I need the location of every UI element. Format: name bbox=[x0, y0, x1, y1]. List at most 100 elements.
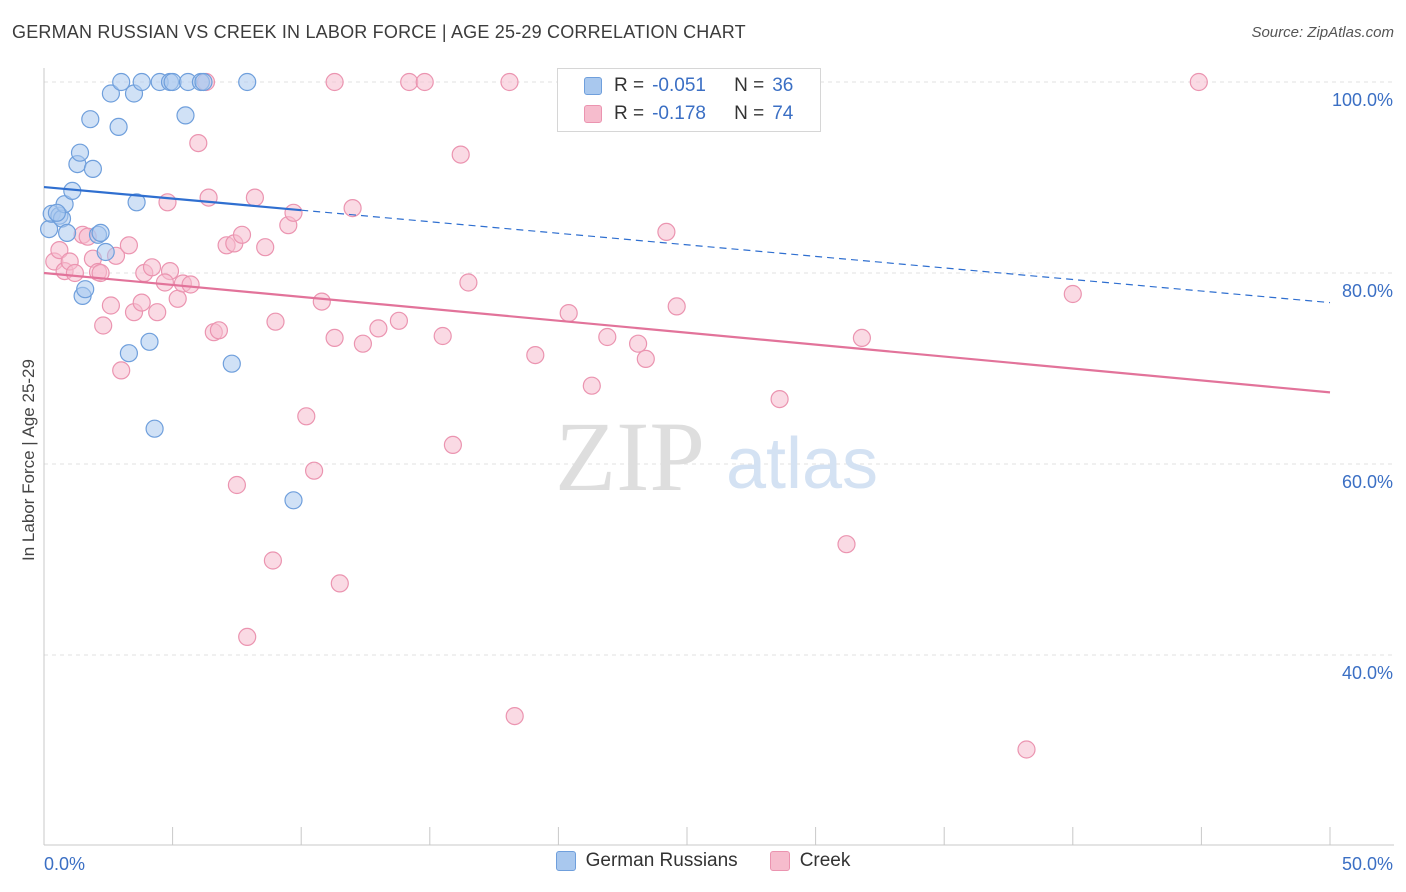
point-german-russians bbox=[176, 106, 195, 125]
correlation-legend: R = -0.051 N = 36 R = -0.178 N = 74 bbox=[557, 68, 821, 132]
point-creek bbox=[389, 311, 408, 330]
point-creek bbox=[598, 327, 617, 347]
point-german-russians bbox=[83, 159, 103, 178]
point-creek bbox=[443, 435, 462, 454]
point-creek bbox=[263, 551, 282, 570]
point-german-russians bbox=[112, 72, 131, 92]
legend-label: German Russians bbox=[585, 850, 738, 871]
x-tick-label: 0.0% bbox=[44, 854, 85, 874]
watermark: ZIP atlas bbox=[555, 401, 878, 512]
point-creek bbox=[158, 193, 177, 212]
point-creek bbox=[500, 72, 519, 92]
trend-line-creek bbox=[43, 271, 1331, 394]
legend-swatch-pink bbox=[769, 851, 790, 871]
y-tick-label: 60.0% bbox=[1342, 472, 1393, 492]
point-creek bbox=[101, 296, 121, 315]
point-creek bbox=[155, 273, 174, 292]
r-value: -0.051 bbox=[652, 75, 706, 96]
tick-labels: 40.0% 60.0% 80.0% 100.0% 0.0% 50.0% bbox=[44, 90, 1393, 874]
point-creek bbox=[189, 134, 208, 153]
point-german-russians bbox=[194, 72, 213, 92]
point-creek bbox=[266, 312, 285, 331]
point-creek bbox=[353, 334, 372, 353]
point-creek bbox=[628, 334, 648, 353]
point-creek bbox=[505, 706, 524, 726]
gridlines bbox=[44, 81, 1394, 656]
point-creek bbox=[238, 627, 257, 647]
point-german-russians bbox=[140, 332, 159, 351]
trend-line-german-russians bbox=[43, 185, 302, 212]
point-german-russians bbox=[109, 117, 128, 137]
point-creek bbox=[657, 222, 676, 241]
data-points bbox=[39, 72, 1208, 759]
point-creek bbox=[94, 316, 113, 335]
point-creek bbox=[297, 407, 316, 426]
legend-label: Creek bbox=[799, 850, 851, 871]
n-value: 74 bbox=[772, 103, 794, 124]
point-german-russians bbox=[119, 344, 138, 363]
point-german-russians bbox=[163, 72, 182, 92]
trend-lines bbox=[43, 185, 1331, 394]
axes bbox=[43, 68, 1394, 846]
point-creek bbox=[181, 275, 200, 294]
point-creek bbox=[209, 321, 228, 340]
legend-swatch-blue bbox=[555, 851, 576, 871]
point-creek bbox=[312, 292, 331, 311]
point-creek bbox=[325, 328, 344, 347]
r-label: R = bbox=[614, 103, 645, 124]
point-german-russians bbox=[70, 143, 90, 162]
point-creek bbox=[526, 346, 545, 365]
point-creek bbox=[667, 297, 686, 316]
point-creek bbox=[119, 236, 138, 255]
chart-title: GERMAN RUSSIAN VS CREEK IN LABOR FORCE |… bbox=[12, 22, 746, 42]
watermark-atlas: atlas bbox=[726, 424, 878, 504]
legend-row-german-russians: R = -0.051 N = 36 bbox=[558, 72, 793, 100]
point-german-russians bbox=[81, 110, 100, 129]
point-creek bbox=[636, 349, 655, 368]
point-creek bbox=[1017, 740, 1036, 759]
point-german-russians bbox=[222, 354, 241, 373]
point-creek bbox=[50, 241, 69, 260]
point-creek bbox=[199, 188, 218, 207]
legend-item-german-russians[interactable]: German Russians bbox=[555, 850, 738, 872]
point-german-russians bbox=[101, 84, 121, 103]
point-german-russians bbox=[284, 491, 303, 510]
point-german-russians bbox=[127, 193, 146, 212]
y-tick-label: 100.0% bbox=[1332, 90, 1393, 110]
point-creek bbox=[369, 319, 388, 338]
point-creek bbox=[65, 263, 85, 283]
point-creek bbox=[256, 238, 275, 257]
legend-row-creek: R = -0.178 N = 74 bbox=[558, 100, 793, 128]
r-value: -0.178 bbox=[652, 103, 706, 124]
point-german-russians bbox=[96, 242, 115, 262]
source-label: Source: ZipAtlas.com bbox=[1251, 24, 1394, 41]
point-creek bbox=[284, 203, 303, 222]
point-creek bbox=[582, 376, 601, 395]
point-creek bbox=[559, 304, 578, 323]
point-creek bbox=[343, 199, 362, 218]
point-creek bbox=[245, 188, 264, 207]
point-creek bbox=[330, 574, 349, 593]
point-creek bbox=[142, 258, 162, 277]
n-value: 36 bbox=[772, 75, 794, 96]
point-german-russians bbox=[57, 223, 77, 242]
point-german-russians bbox=[91, 223, 110, 242]
point-creek bbox=[852, 328, 872, 347]
x-tick-label: 50.0% bbox=[1342, 854, 1393, 874]
r-label: R = bbox=[614, 75, 645, 96]
y-tick-label: 40.0% bbox=[1342, 663, 1393, 683]
point-german-russians bbox=[132, 72, 151, 92]
point-creek bbox=[325, 72, 344, 92]
y-tick-label: 80.0% bbox=[1342, 281, 1393, 301]
point-creek bbox=[459, 273, 478, 292]
legend-item-creek[interactable]: Creek bbox=[769, 850, 851, 872]
point-creek bbox=[433, 326, 452, 346]
n-label: N = bbox=[734, 103, 765, 124]
point-creek bbox=[112, 361, 131, 380]
point-german-russians bbox=[238, 72, 257, 92]
point-creek bbox=[451, 145, 470, 164]
legend-swatch-pink bbox=[584, 105, 602, 123]
point-creek bbox=[305, 461, 324, 480]
series-legend: German Russians Creek bbox=[0, 850, 1406, 872]
